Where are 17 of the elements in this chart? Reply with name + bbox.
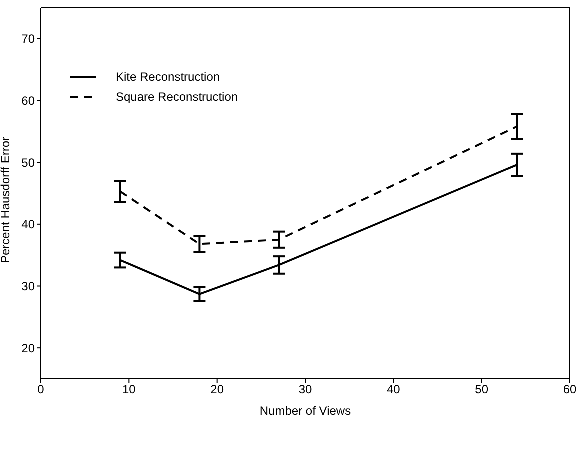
legend-label: Square Reconstruction xyxy=(116,90,238,104)
y-tick-label: 40 xyxy=(22,218,36,232)
legend-label: Kite Reconstruction xyxy=(116,70,220,84)
x-tick-label: 50 xyxy=(475,382,489,397)
y-tick-label: 70 xyxy=(22,32,36,46)
x-tick-label: 60 xyxy=(563,382,576,397)
x-tick-label: 30 xyxy=(298,382,312,397)
y-axis-title: Percent Hausdorff Error xyxy=(0,137,12,264)
x-tick-label: 0 xyxy=(38,382,45,397)
y-tick-label: 30 xyxy=(22,280,36,294)
y-tick-label: 20 xyxy=(22,341,36,356)
x-axis-title: Number of Views xyxy=(260,404,352,418)
y-tick-label: 60 xyxy=(22,94,36,108)
x-tick-label: 20 xyxy=(210,382,224,397)
x-tick-label: 10 xyxy=(122,382,136,397)
y-tick-label: 50 xyxy=(22,156,36,170)
x-tick-label: 40 xyxy=(386,382,401,397)
